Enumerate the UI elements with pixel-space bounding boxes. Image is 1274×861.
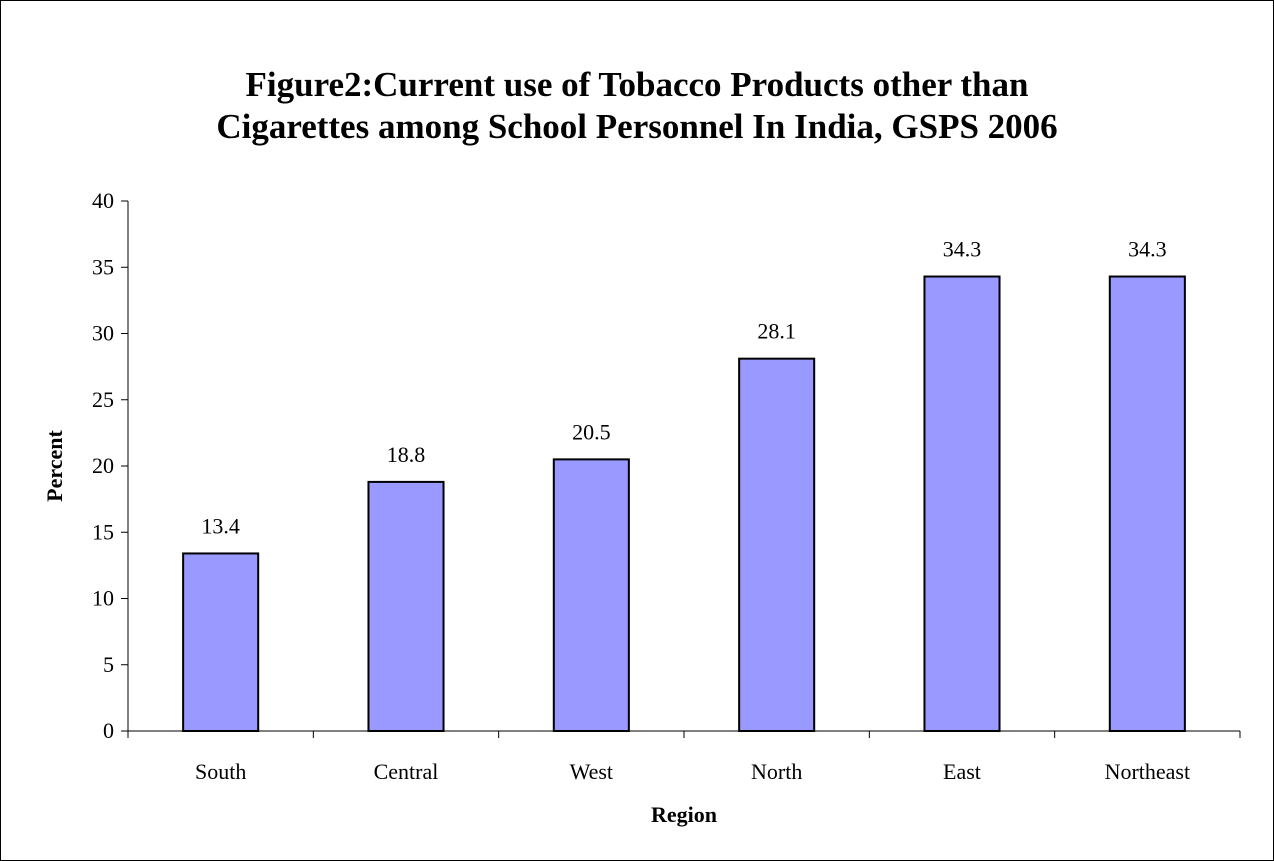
data-label-central: 18.8 bbox=[387, 442, 426, 467]
bar-north bbox=[738, 357, 816, 732]
data-label-west: 20.5 bbox=[572, 419, 611, 444]
y-tick-label: 5 bbox=[103, 652, 114, 677]
y-tick-label: 10 bbox=[92, 586, 114, 611]
data-label-east: 34.3 bbox=[943, 237, 982, 262]
bar-central bbox=[367, 480, 445, 732]
data-label-north: 28.1 bbox=[757, 319, 796, 344]
bars bbox=[182, 275, 1186, 733]
y-tick-label: 30 bbox=[92, 321, 114, 346]
y-tick-label: 15 bbox=[92, 519, 114, 544]
bar-northeast bbox=[1108, 275, 1186, 732]
data-label-south: 13.4 bbox=[201, 513, 240, 538]
y-axis-title: Percent bbox=[42, 430, 67, 502]
y-axis: 0 5 10 15 20 25 30 35 40 bbox=[92, 188, 129, 743]
y-tick-label: 25 bbox=[92, 387, 114, 412]
bar-west bbox=[552, 458, 630, 732]
chart-title: Figure2:Current use of Tobacco Products … bbox=[216, 65, 1058, 146]
x-tick-label-north: North bbox=[751, 759, 802, 784]
y-tick-label: 20 bbox=[92, 453, 114, 478]
x-tick-label-south: South bbox=[195, 759, 246, 784]
data-label-northeast: 34.3 bbox=[1128, 237, 1167, 262]
x-axis: South Central West North East Northeast bbox=[127, 730, 1241, 784]
x-tick-label-west: West bbox=[570, 759, 613, 784]
x-tick-label-northeast: Northeast bbox=[1105, 759, 1191, 784]
y-tick-label: 0 bbox=[103, 718, 114, 743]
bar-south bbox=[182, 552, 260, 733]
bar-east bbox=[923, 275, 1001, 732]
x-tick-label-central: Central bbox=[374, 759, 439, 784]
x-axis-title: Region bbox=[651, 802, 717, 827]
y-tick-label: 35 bbox=[92, 254, 114, 279]
y-tick-label: 40 bbox=[92, 188, 114, 213]
data-labels: 13.4 18.8 20.5 28.1 34.3 34.3 bbox=[201, 237, 1166, 539]
x-tick-label-east: East bbox=[943, 759, 981, 784]
